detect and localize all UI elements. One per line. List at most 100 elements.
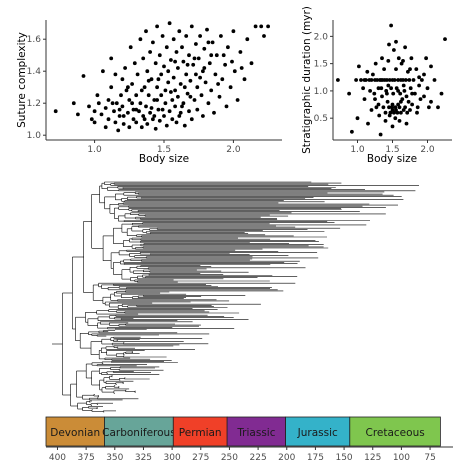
data-point — [390, 102, 395, 107]
data-point — [216, 82, 221, 86]
data-point — [404, 121, 409, 126]
data-point — [162, 114, 166, 118]
data-point — [396, 78, 400, 82]
data-point — [214, 53, 219, 58]
data-point — [101, 69, 105, 74]
data-point — [410, 102, 414, 107]
data-point — [369, 108, 374, 112]
data-point — [139, 125, 144, 130]
y-axis-label: Stratigraphic duration (myr) — [301, 6, 313, 154]
data-point — [189, 24, 194, 29]
y-tick-label: 0.5 — [314, 114, 328, 124]
data-point — [393, 116, 398, 121]
data-point — [145, 69, 150, 74]
data-point — [387, 113, 392, 118]
period-box — [285, 416, 351, 447]
data-point — [245, 37, 250, 42]
data-point — [177, 114, 182, 118]
data-point — [146, 93, 151, 98]
data-point — [403, 45, 407, 50]
data-point — [156, 77, 161, 82]
data-point — [355, 116, 360, 121]
data-point — [212, 110, 216, 115]
x-tick-label: 150 — [335, 453, 352, 463]
data-point — [391, 91, 396, 96]
data-point — [235, 98, 240, 102]
data-point — [385, 91, 389, 96]
data-point — [117, 114, 122, 118]
data-point — [194, 42, 198, 46]
data-point — [224, 104, 229, 109]
data-point — [157, 118, 162, 123]
x-tick-label: 175 — [307, 453, 324, 463]
data-point — [375, 78, 379, 82]
data-point — [174, 120, 179, 125]
data-point — [380, 56, 384, 61]
data-point — [383, 119, 388, 123]
data-point — [92, 109, 97, 114]
data-point — [429, 99, 433, 104]
data-point — [401, 59, 405, 63]
data-point — [144, 104, 148, 109]
data-point — [362, 78, 367, 82]
data-point — [119, 93, 123, 98]
period-label: Carboniferous — [102, 427, 176, 439]
data-point — [134, 93, 139, 98]
data-point — [169, 90, 173, 94]
data-point — [182, 85, 187, 90]
data-point — [390, 124, 395, 129]
data-point — [121, 114, 126, 118]
data-point — [152, 98, 157, 102]
x-tick-label: 1.0 — [350, 145, 365, 155]
data-point — [262, 34, 266, 38]
x-axis-label: Body size — [139, 153, 189, 165]
data-point — [126, 85, 130, 90]
data-point — [187, 53, 191, 58]
data-point — [132, 61, 137, 66]
data-point — [361, 86, 365, 91]
data-point — [155, 85, 160, 90]
data-point — [155, 24, 160, 29]
period-label: Triassic — [236, 427, 275, 439]
data-point — [159, 93, 164, 98]
data-point — [120, 77, 125, 82]
data-point — [87, 104, 91, 109]
data-point — [415, 105, 420, 110]
data-point — [191, 62, 196, 67]
data-point — [196, 56, 201, 61]
data-point — [151, 117, 155, 122]
data-point — [201, 69, 205, 74]
data-point — [194, 72, 198, 77]
data-point — [414, 67, 419, 71]
data-point — [436, 105, 440, 110]
data-point — [210, 40, 215, 45]
data-point — [163, 101, 168, 106]
data-point — [359, 78, 363, 82]
data-point — [159, 72, 164, 77]
data-point — [202, 46, 207, 51]
data-point — [365, 69, 370, 74]
data-point — [249, 61, 254, 66]
data-point — [220, 77, 225, 82]
period-box — [349, 416, 441, 447]
data-point — [206, 40, 211, 45]
data-point — [424, 56, 428, 61]
data-point — [155, 98, 160, 102]
data-point — [372, 91, 377, 96]
data-point — [417, 83, 421, 88]
data-point — [206, 101, 211, 106]
data-point — [177, 29, 182, 34]
data-point — [202, 66, 207, 70]
period-box — [172, 416, 228, 447]
data-point — [217, 94, 222, 99]
data-point — [366, 121, 370, 126]
data-point — [89, 117, 94, 122]
data-point — [166, 69, 171, 74]
data-point — [362, 97, 367, 101]
data-point — [336, 78, 340, 82]
data-point — [209, 53, 214, 58]
data-point — [199, 93, 204, 98]
x-tick-label: 75 — [424, 453, 435, 463]
data-point — [410, 91, 414, 96]
data-point — [180, 104, 184, 109]
